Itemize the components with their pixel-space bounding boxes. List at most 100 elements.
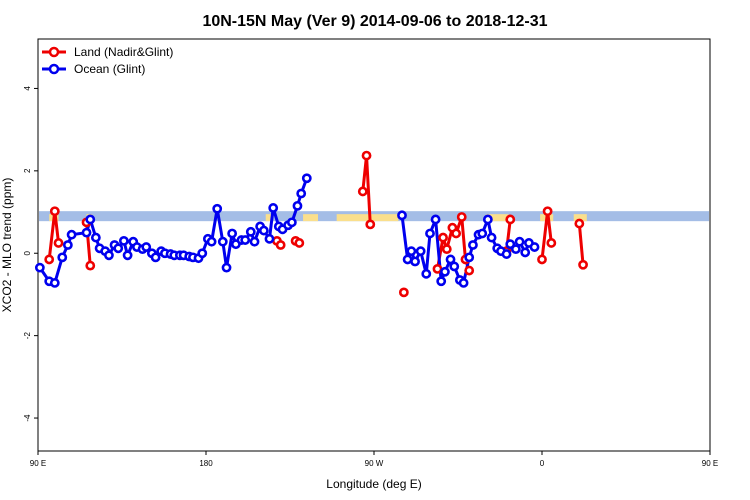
ocean-series-point [81, 227, 92, 238]
land-series-point [464, 265, 475, 276]
land-series-point [438, 232, 448, 243]
ocean-series-point [258, 225, 269, 236]
ocean-series-point [85, 214, 96, 225]
ocean-series-point [449, 261, 460, 272]
land-series-point [574, 218, 585, 229]
land-series-point [361, 150, 372, 161]
ocean-series-point [397, 210, 407, 221]
ocean-series-point [221, 262, 232, 273]
y-tick-label: 4 [23, 86, 32, 91]
ocean-series-point [415, 246, 426, 257]
ocean-series-point [141, 242, 152, 252]
ocean-series-point [296, 188, 307, 199]
ocean-series-point [520, 247, 531, 258]
land-series-point [441, 244, 452, 255]
x-tick-label: 180 [199, 459, 213, 468]
land-series-point [578, 259, 588, 270]
ocean-series-point [206, 236, 217, 247]
ocean-series-point [430, 214, 441, 225]
ocean-series-point [482, 214, 493, 225]
ocean-series-point [505, 239, 516, 250]
ocean-series-point [104, 250, 114, 261]
ocean-series-point [458, 278, 469, 288]
land-series-point [294, 238, 305, 248]
land-series-point [537, 254, 547, 265]
ocean-series-point [510, 244, 521, 255]
ocean-series-point [301, 173, 312, 184]
x-axis: 90 E 180 90 W 0 90 E [30, 451, 718, 468]
ocean-series-point [122, 250, 133, 261]
ocean-series-point [49, 278, 60, 288]
ocean-series-point [425, 228, 435, 239]
reference-band [39, 211, 709, 222]
ocean-series-point [240, 235, 251, 245]
y-tick-label: -4 [23, 414, 32, 422]
ocean-series-point [113, 243, 124, 254]
land-series-point [542, 206, 553, 217]
band-land-segment [265, 214, 272, 222]
ocean-series-point [217, 236, 228, 247]
land-series-point [49, 206, 60, 217]
x-axis-label: Longitude (deg E) [326, 477, 421, 491]
land-series-line [577, 223, 585, 265]
x-tick-label: 90 E [30, 459, 46, 468]
ocean-series-point [34, 262, 45, 273]
x-tick-label: 0 [540, 459, 545, 468]
y-tick-label: 2 [23, 168, 32, 173]
ocean-series-point [486, 232, 497, 243]
land-series-point [546, 238, 557, 248]
ocean-series-point [197, 248, 208, 259]
ocean-series-point [245, 226, 256, 237]
ocean-series-point [264, 233, 275, 244]
y-axis-label: XCO2 - MLO trend (ppm) [0, 178, 14, 313]
ocean-series-point [66, 229, 77, 240]
legend: Land (Nadir&Glint) Ocean (Glint) [42, 45, 173, 76]
legend-land-marker [48, 46, 60, 58]
land-series-point [357, 186, 368, 197]
land-series-point [53, 238, 64, 248]
chart-title: 10N-15N May (Ver 9) 2014-09-06 to 2018-1… [202, 13, 547, 30]
legend-land-label: Land (Nadir&Glint) [74, 45, 173, 59]
land-series-point [44, 254, 55, 265]
ocean-series-point [440, 266, 450, 277]
ocean-series-point [292, 200, 303, 211]
ocean-series-point [249, 236, 260, 247]
ocean-series-point [402, 254, 413, 265]
land-series-point [451, 228, 462, 239]
land-series-point [398, 287, 409, 298]
land-series-point [275, 240, 286, 250]
ocean-series-point [436, 276, 447, 287]
ocean-series-point [62, 240, 73, 250]
land-series-point [432, 263, 443, 274]
ocean-series-point [57, 252, 68, 263]
land-series-point [365, 219, 376, 230]
ocean-series-point [90, 232, 101, 243]
ocean-series-point [268, 203, 279, 213]
ocean-series-point [421, 268, 432, 279]
ocean-series-point [501, 249, 512, 259]
ocean-series-point [468, 240, 478, 250]
ocean-series-point [514, 236, 525, 247]
x-tick-label: 90 W [365, 459, 384, 468]
ocean-series-point [406, 246, 417, 257]
ocean-series-point [150, 252, 161, 263]
legend-ocean-marker [48, 63, 60, 75]
land-series-point [85, 260, 96, 271]
ocean-series-point [445, 254, 456, 265]
legend-ocean-label: Ocean (Glint) [74, 62, 145, 76]
ocean-series-point [118, 235, 129, 246]
ocean-series-point [410, 256, 420, 267]
band-land-segment [303, 214, 318, 222]
series-layer [34, 150, 588, 298]
ocean-series-point [212, 203, 223, 214]
ocean-series-point [286, 217, 297, 228]
band-land-segment [486, 214, 509, 222]
land-series-point [456, 212, 467, 222]
y-tick-label: -2 [23, 332, 32, 340]
band-land-segment [573, 214, 587, 222]
y-axis: -4 -2 0 2 4 [23, 86, 38, 422]
ocean-series-point [464, 252, 475, 263]
x-tick-label: 90 E [702, 459, 718, 468]
land-series-point [505, 214, 516, 225]
